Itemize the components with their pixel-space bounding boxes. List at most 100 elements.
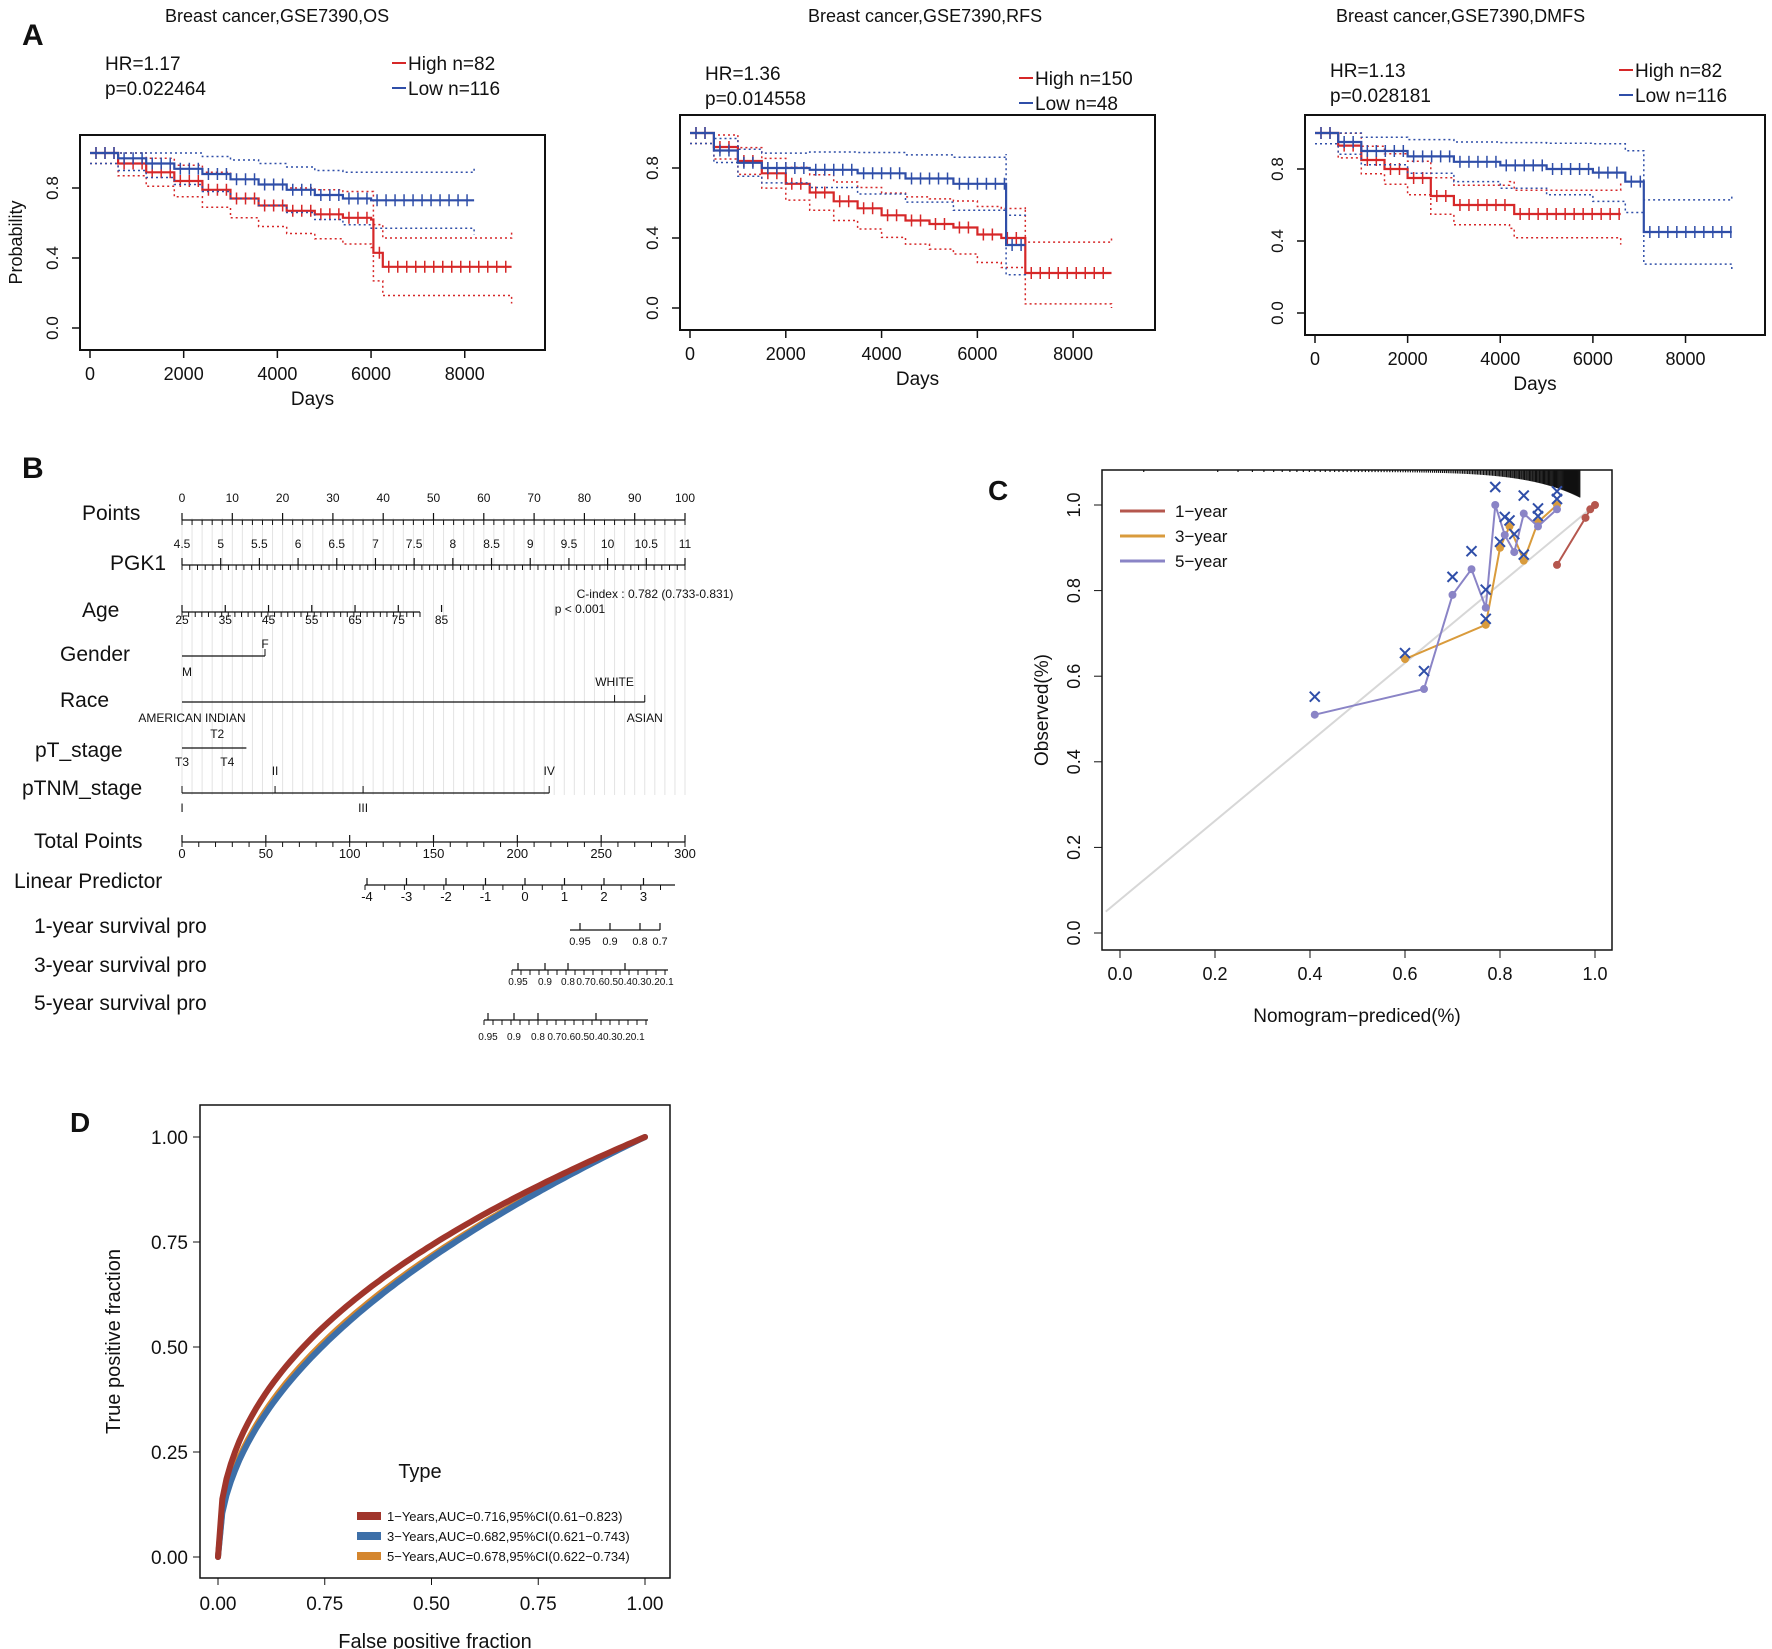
roc-curve-1 bbox=[215, 1134, 648, 1560]
linear-tick-label: -4 bbox=[361, 889, 373, 904]
pgk1-tick-label: 5 bbox=[217, 537, 224, 551]
ci-lower-low bbox=[90, 162, 475, 235]
ptnm-tick-label: IV bbox=[544, 764, 555, 778]
x-tick-label: 0 bbox=[1310, 349, 1320, 369]
surv1-tick-label: 0.9 bbox=[602, 936, 617, 948]
x-tick-label: 0.75 bbox=[520, 1594, 557, 1615]
km-hr: HR=1.17 bbox=[105, 54, 181, 75]
pgk1-tick-label: 6.5 bbox=[328, 537, 345, 551]
points-tick-label: 50 bbox=[427, 491, 441, 505]
calibration-x-mark bbox=[1418, 665, 1430, 677]
calibration-point bbox=[1481, 620, 1490, 629]
age-tick-label: 85 bbox=[435, 613, 449, 627]
calibration-x-mark bbox=[1480, 613, 1492, 625]
pgk1-tick-label: 6 bbox=[295, 537, 302, 551]
legend-label: 5−Years,AUC=0.678,95%CI(0.622−0.734) bbox=[387, 1549, 630, 1564]
y-tick-label: 0.25 bbox=[151, 1443, 188, 1464]
points-tick-label: 30 bbox=[326, 491, 340, 505]
pgk1-tick-label: 9 bbox=[527, 537, 534, 551]
ptnm-tick-label: II bbox=[272, 764, 279, 778]
surv5-tick-label: 0.95 bbox=[478, 1032, 498, 1043]
nomogram-label-4: Race bbox=[60, 689, 109, 712]
y-tick-label: 0.00 bbox=[151, 1548, 188, 1569]
calibration-point bbox=[1496, 543, 1504, 552]
calibration-x-mark bbox=[1480, 584, 1492, 596]
linear-tick-label: 1 bbox=[561, 889, 568, 904]
total-tick-label: 150 bbox=[423, 846, 445, 861]
nomogram-label-3: Gender bbox=[60, 643, 130, 666]
pgk1-tick-label: 5.5 bbox=[251, 537, 268, 551]
legend-title: Type bbox=[398, 1461, 441, 1483]
legend-swatch bbox=[357, 1512, 381, 1520]
nomogram-label-1: PGK1 bbox=[110, 552, 166, 575]
x-axis-label: Days bbox=[291, 389, 334, 410]
linear-tick-label: 2 bbox=[600, 889, 607, 904]
x-tick-label: 4000 bbox=[862, 344, 902, 364]
pgk1-tick-label: 10.5 bbox=[635, 537, 659, 551]
pt-t3: T3 bbox=[175, 755, 189, 769]
linear-tick-label: 3 bbox=[640, 889, 647, 904]
age-tick-label: 75 bbox=[392, 613, 406, 627]
calibration-x-mark bbox=[1499, 511, 1511, 523]
calibration-line-3 bbox=[1314, 504, 1558, 716]
race-american-indian: AMERICAN INDIAN bbox=[138, 711, 245, 725]
km-curve-high bbox=[690, 131, 1112, 275]
calibration-point bbox=[1491, 501, 1500, 509]
x-tick-label: 6000 bbox=[351, 364, 391, 384]
nomogram-label-7: Total Points bbox=[34, 830, 143, 853]
pgk1-tick-label: 9.5 bbox=[561, 537, 578, 551]
calibration-point bbox=[1448, 590, 1457, 599]
x-axis-label: Days bbox=[896, 369, 939, 390]
roc-frame bbox=[199, 1104, 671, 1579]
age-tick-label: 35 bbox=[219, 613, 233, 627]
x-tick-label: 6000 bbox=[1573, 349, 1613, 369]
y-tick-label: 0.50 bbox=[151, 1338, 188, 1359]
calibration-point bbox=[1591, 501, 1599, 509]
calibration-x-mark bbox=[1489, 481, 1501, 493]
y-tick-label: 0.8 bbox=[643, 156, 662, 180]
legend-high-label: High n=82 bbox=[1635, 61, 1722, 82]
legend-high-label: High n=82 bbox=[408, 54, 495, 75]
surv5-tick-label: 0.70.60.50.40.30.20.1 bbox=[547, 1032, 645, 1043]
km-hr: HR=1.36 bbox=[705, 64, 781, 85]
panel-letter-c: C bbox=[988, 475, 1008, 506]
points-tick-label: 80 bbox=[578, 491, 592, 505]
km-frame bbox=[679, 114, 1156, 331]
calibration-x-mark bbox=[1518, 548, 1530, 561]
total-tick-label: 250 bbox=[590, 846, 612, 861]
legend-low-label: Low n=116 bbox=[408, 79, 500, 100]
linear-tick-label: -3 bbox=[401, 889, 413, 904]
nomogram-label-0: Points bbox=[82, 502, 140, 525]
surv3-tick-label: 0.95 bbox=[508, 977, 528, 988]
x-tick-label: 1.00 bbox=[627, 1594, 664, 1615]
y-tick-label: 0.8 bbox=[1268, 157, 1287, 181]
panel-letter-b: B bbox=[22, 452, 44, 485]
x-tick-label: 0 bbox=[85, 364, 95, 384]
ci-lower-high bbox=[690, 142, 1113, 308]
c-index: C-index : 0.782 (0.733-0.831) bbox=[577, 587, 734, 601]
x-tick-label: 4000 bbox=[257, 364, 297, 384]
nomogram-label-8: Linear Predictor bbox=[14, 870, 162, 893]
km-frame bbox=[1304, 114, 1766, 336]
y-tick-label: 1.0 bbox=[1064, 492, 1084, 517]
linear-tick-label: 0 bbox=[521, 889, 528, 904]
calibration-point bbox=[1401, 655, 1409, 664]
x-tick-label: 8000 bbox=[1666, 349, 1706, 369]
roc-curve-2 bbox=[215, 1134, 648, 1560]
pt-t2: T2 bbox=[210, 727, 224, 741]
age-tick-label: 65 bbox=[348, 613, 362, 627]
y-tick-label: 0.8 bbox=[1064, 578, 1084, 603]
y-tick-label: 0.0 bbox=[1064, 920, 1084, 945]
calibration-point bbox=[1581, 513, 1590, 522]
km-frame bbox=[79, 134, 546, 351]
total-tick-label: 200 bbox=[506, 846, 528, 861]
points-tick-label: 60 bbox=[477, 491, 491, 505]
km-pvalue: p=0.028181 bbox=[1330, 86, 1431, 107]
surv1-tick-label: 0.7 bbox=[652, 936, 667, 948]
y-axis-label: True positive fraction bbox=[103, 1249, 125, 1434]
km-curve-low bbox=[1315, 131, 1732, 234]
points-tick-label: 70 bbox=[527, 491, 541, 505]
calibration-point bbox=[1534, 522, 1542, 531]
pgk1-tick-label: 7 bbox=[372, 537, 379, 551]
